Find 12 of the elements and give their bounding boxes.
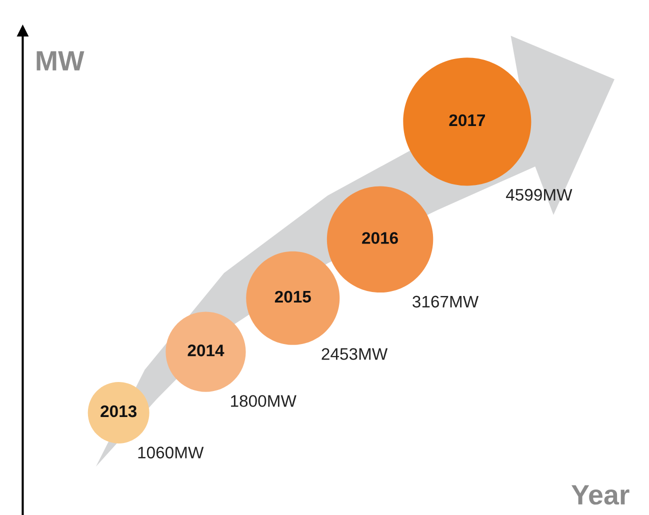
category-label: 2015: [274, 290, 311, 303]
text: MW: [36, 51, 84, 70]
data-label: 3167MW: [412, 296, 479, 308]
text: Year: [571, 485, 630, 505]
data-label: 1060MW: [138, 446, 204, 458]
category-label: 2017: [449, 114, 485, 126]
category-label: 2014: [188, 344, 224, 356]
category-label: 2013: [100, 405, 137, 418]
data-label: 1800MW: [231, 395, 296, 407]
data-label: 2453MW: [322, 348, 388, 360]
category-label: 2016: [362, 232, 398, 244]
data-label: 4599MW: [506, 188, 572, 201]
